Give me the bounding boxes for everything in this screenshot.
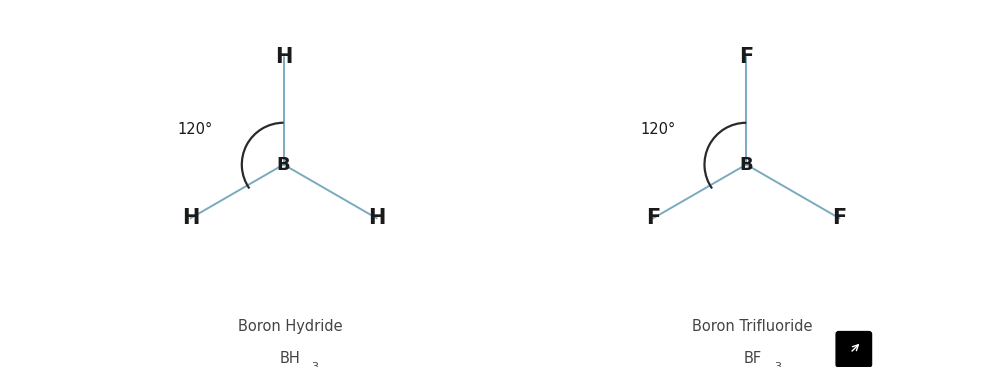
Text: Boron Trifluoride: Boron Trifluoride bbox=[692, 319, 812, 334]
Text: H: H bbox=[182, 208, 199, 228]
Text: 3: 3 bbox=[311, 362, 318, 367]
Text: Boron Hydride: Boron Hydride bbox=[238, 319, 342, 334]
Text: BH: BH bbox=[279, 350, 300, 366]
Text: F: F bbox=[739, 47, 752, 67]
Text: F: F bbox=[831, 208, 846, 228]
Text: B: B bbox=[276, 156, 290, 174]
Text: H: H bbox=[274, 47, 292, 67]
Text: F: F bbox=[645, 208, 660, 228]
Text: H: H bbox=[368, 208, 385, 228]
Text: 120°: 120° bbox=[639, 121, 675, 137]
Text: 120°: 120° bbox=[177, 121, 213, 137]
Text: 3: 3 bbox=[773, 362, 780, 367]
Text: B: B bbox=[739, 156, 752, 174]
FancyBboxPatch shape bbox=[835, 331, 871, 367]
Text: BF: BF bbox=[743, 350, 760, 366]
